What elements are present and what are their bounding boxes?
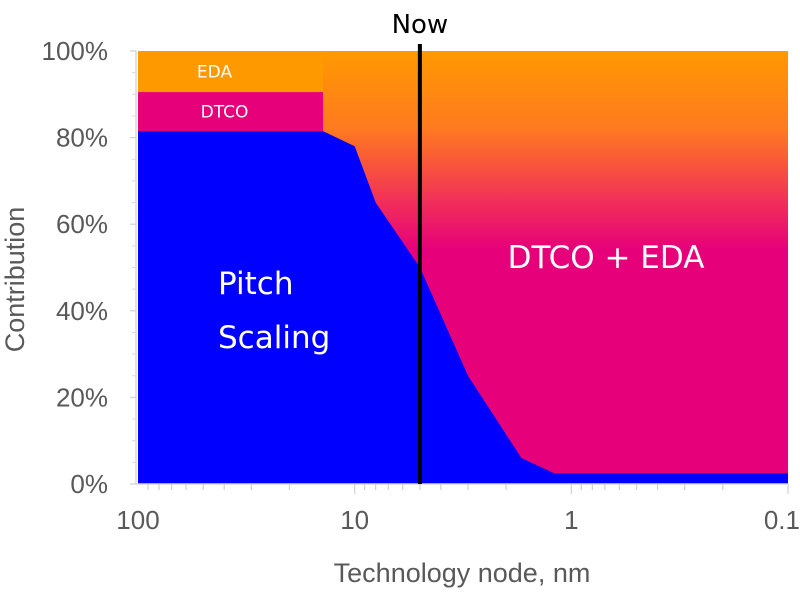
y-axis-title: Contribution — [0, 207, 30, 353]
axes — [130, 50, 789, 494]
region-label-dtco-eda: DTCO + EDA — [508, 240, 705, 276]
y-tick-label: 40% — [56, 296, 108, 326]
y-tick-label: 20% — [56, 382, 108, 412]
x-axis-title: Technology node, nm — [334, 558, 591, 588]
now-label: Now — [392, 10, 449, 40]
region-label-pitch-line1: Pitch — [218, 266, 293, 302]
band-dtco — [138, 92, 324, 132]
y-tick-label: 60% — [56, 209, 108, 239]
tick-labels: 100 10 1 0.1 0% 20% 40% 60% 80% 100% — [42, 36, 800, 535]
pitch-scaling-area — [138, 131, 788, 484]
x-tick-label: 0.1 — [764, 505, 800, 535]
y-tick-label: 100% — [42, 36, 109, 66]
region-label-pitch-line2: Scaling — [218, 320, 330, 356]
y-tick-label: 0% — [70, 469, 108, 499]
x-tick-label: 100 — [116, 505, 159, 535]
x-tick-label: 1 — [564, 505, 578, 535]
y-tick-label: 80% — [56, 123, 108, 153]
band-label-eda: EDA — [197, 63, 233, 83]
band-eda — [138, 51, 324, 93]
x-tick-label: 10 — [340, 505, 369, 535]
band-label-dtco: DTCO — [201, 103, 249, 123]
